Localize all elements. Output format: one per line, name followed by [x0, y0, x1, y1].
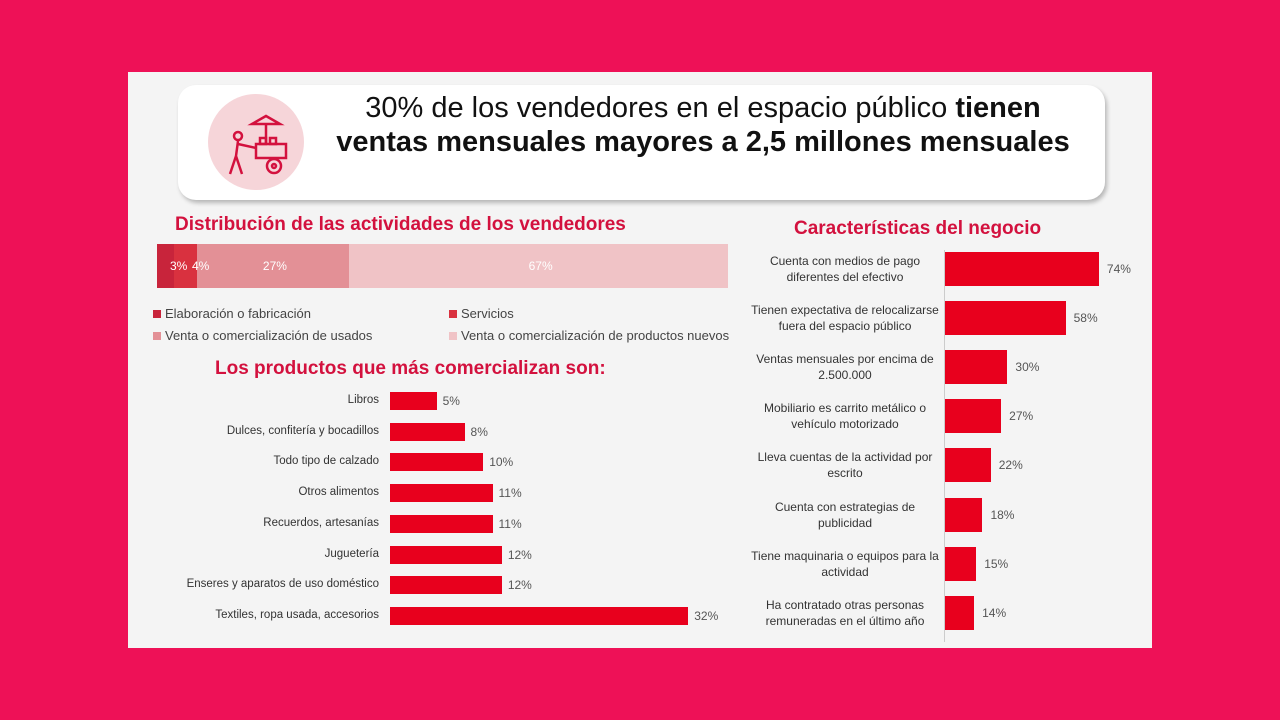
characteristic-value: 15% — [984, 556, 1009, 571]
legend-item: Elaboración o fabricación — [153, 306, 311, 321]
product-value: 11% — [498, 486, 522, 501]
headline-bold: tienen ventas mensuales mayores a 2,5 mi… — [336, 92, 1070, 158]
stack-segment — [196, 244, 350, 288]
characteristic-bar — [945, 497, 983, 532]
distribution-stacked-bar — [157, 244, 728, 288]
characteristic-label: Lleva cuentas de la actividad por escrit… — [757, 450, 933, 481]
characteristic-bar — [945, 399, 1002, 434]
characteristic-label: Ha contratado otras personas remuneradas… — [765, 597, 925, 628]
characteristic-label: Cuenta con medios de pago diferentes del… — [769, 254, 921, 284]
characteristic-bar — [945, 595, 975, 630]
stack-segment — [173, 244, 197, 288]
characteristic-label: Tiene maquinaria o equipos para la activ… — [751, 548, 939, 579]
product-value: 32% — [694, 608, 719, 623]
stack-segment-label: 67% — [528, 259, 553, 273]
characteristic-label: Mobiliario es carrito metálico o vehícul… — [763, 401, 927, 432]
product-label: Enseres y aparatos de uso doméstico — [186, 578, 379, 591]
characteristic-bar — [945, 252, 1099, 286]
product-value: 11% — [498, 516, 522, 531]
product-bar — [390, 453, 484, 472]
product-bar — [390, 545, 502, 564]
stack-segment-label: 3% — [170, 259, 188, 273]
product-label: Juguetería — [324, 547, 379, 560]
legend-label: Elaboración o fabricación — [165, 306, 311, 321]
product-bar — [390, 422, 465, 441]
characteristic-bar — [945, 350, 1008, 385]
characteristic-label: Cuenta con estrategias de publicidad — [774, 499, 916, 530]
characteristic-label: Ventas mensuales por encima de 2.500.000 — [756, 352, 934, 383]
product-label: Dulces, confitería y bocadillos — [226, 424, 379, 437]
characteristic-bar — [945, 546, 977, 581]
legend-swatch — [449, 309, 457, 318]
stack-segment-label: 4% — [192, 259, 210, 273]
legend-swatch — [153, 309, 161, 318]
characteristic-value: 14% — [982, 605, 1007, 620]
products-title: Los productos que más comercializan son: — [215, 358, 606, 379]
characteristic-value: 22% — [998, 458, 1023, 473]
headline-regular: 30% de los vendedores en el espacio públ… — [365, 92, 956, 124]
stack-segment — [349, 244, 728, 288]
characteristic-value: 27% — [1009, 409, 1034, 424]
product-value: 12% — [507, 547, 532, 562]
product-label: Libros — [347, 394, 379, 406]
headline-box: 30% de los vendedores en el espacio públ… — [178, 85, 1105, 200]
product-label: Todo tipo de calzado — [273, 455, 380, 468]
product-bar — [390, 484, 493, 503]
characteristic-value: 74% — [1106, 262, 1131, 276]
characteristics-title: Características del negocio — [794, 218, 1042, 239]
product-label: Otros alimentos — [298, 486, 379, 499]
headline: 30% de los vendedores en el espacio públ… — [328, 91, 1078, 159]
infographic-card: 30% de los vendedores en el espacio públ… — [128, 72, 1152, 648]
characteristic-bar — [945, 448, 991, 483]
product-bar — [390, 514, 493, 533]
product-bar — [390, 606, 689, 625]
product-label: Textiles, ropa usada, accesorios — [215, 608, 379, 621]
legend-label: Servicios — [461, 306, 514, 321]
legend-item: Servicios — [449, 306, 514, 321]
legend-item: Venta o comercialización de productos nu… — [449, 328, 729, 343]
legend-item: Venta o comercialización de usados — [153, 328, 372, 343]
product-value: 10% — [489, 455, 514, 470]
distribution-labels: 3% 4% 27% 67% — [157, 244, 728, 288]
legend-label: Venta o comercialización de usados — [165, 328, 373, 343]
stack-segment-label: 27% — [262, 259, 287, 273]
characteristic-value: 18% — [990, 507, 1015, 522]
characteristics-axis — [944, 250, 945, 642]
characteristic-value: 58% — [1073, 311, 1098, 326]
product-bar — [390, 576, 502, 595]
legend-swatch — [449, 331, 457, 340]
legend-label: Venta o comercialización de productos nu… — [461, 328, 730, 343]
characteristic-bar — [945, 301, 1066, 336]
street-vendor-cart-icon — [208, 94, 304, 190]
characteristic-value: 30% — [1015, 360, 1040, 375]
characteristic-label: Tienen expectativa de relocalizarse fuer… — [751, 303, 939, 334]
product-bar — [390, 392, 437, 410]
product-value: 12% — [507, 578, 532, 593]
product-value: 8% — [470, 424, 488, 439]
distribution-title: Distribución de las actividades de los v… — [175, 214, 626, 235]
product-label: Recuerdos, artesanías — [263, 516, 379, 529]
legend-swatch — [153, 331, 161, 340]
product-value: 5% — [442, 394, 460, 408]
stack-segment — [157, 244, 174, 288]
